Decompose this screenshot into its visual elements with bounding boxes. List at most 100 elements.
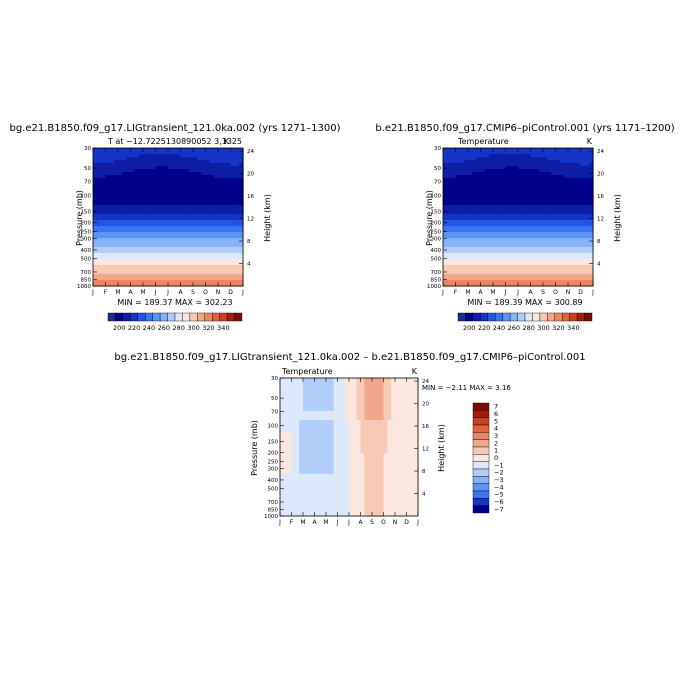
field-cell bbox=[402, 453, 408, 457]
field-cell bbox=[159, 253, 165, 257]
field-cell bbox=[551, 196, 557, 200]
field-cell bbox=[480, 202, 486, 206]
field-cell bbox=[155, 214, 161, 218]
field-cell bbox=[526, 208, 532, 212]
field-cell bbox=[97, 262, 102, 266]
field-cell bbox=[410, 438, 415, 442]
field-cell bbox=[122, 175, 127, 179]
field-cell bbox=[134, 232, 140, 236]
field-cell bbox=[476, 193, 482, 197]
field-cell bbox=[368, 465, 373, 469]
field-cell bbox=[398, 417, 404, 421]
field-cell bbox=[480, 232, 486, 236]
field-cell bbox=[493, 271, 498, 275]
field-cell bbox=[234, 226, 240, 230]
field-cell bbox=[568, 247, 573, 251]
field-cell bbox=[230, 241, 236, 245]
field-cell bbox=[484, 235, 490, 239]
field-cell bbox=[180, 208, 186, 212]
field-cell bbox=[205, 187, 211, 191]
field-cell bbox=[547, 178, 552, 182]
field-cell bbox=[209, 211, 215, 215]
field-cell bbox=[480, 184, 486, 188]
field-cell bbox=[303, 489, 308, 493]
field-cell bbox=[406, 477, 411, 481]
field-cell bbox=[329, 444, 335, 448]
field-cell bbox=[547, 175, 552, 179]
field-cell bbox=[584, 211, 590, 215]
field-cell bbox=[105, 283, 111, 287]
field-cell bbox=[463, 193, 469, 197]
field-cell bbox=[375, 444, 381, 448]
field-cell bbox=[93, 178, 98, 182]
field-cell bbox=[209, 277, 215, 281]
field-cell bbox=[222, 247, 227, 251]
field-cell bbox=[364, 513, 369, 517]
field-cell bbox=[318, 429, 323, 433]
field-cell bbox=[402, 438, 408, 442]
field-cell bbox=[543, 235, 548, 239]
field-cell bbox=[218, 280, 223, 284]
field-cell bbox=[291, 489, 296, 493]
field-cell bbox=[205, 235, 211, 239]
field-cell bbox=[197, 154, 202, 158]
field-cell bbox=[538, 175, 544, 179]
field-cell bbox=[109, 157, 115, 161]
field-cell bbox=[280, 426, 285, 430]
field-cell bbox=[547, 199, 552, 203]
field-cell bbox=[205, 280, 211, 284]
field-cell bbox=[93, 226, 98, 230]
field-cell bbox=[345, 447, 350, 451]
field-cell bbox=[201, 262, 207, 266]
field-cell bbox=[180, 148, 186, 152]
field-cell bbox=[283, 417, 289, 421]
field-cell bbox=[349, 390, 354, 394]
field-cell bbox=[509, 235, 515, 239]
field-cell bbox=[341, 462, 346, 466]
field-cell bbox=[559, 217, 565, 221]
field-cell bbox=[391, 459, 396, 463]
field-cell bbox=[105, 196, 111, 200]
field-cell bbox=[588, 265, 594, 269]
field-cell bbox=[299, 432, 304, 436]
field-cell bbox=[180, 154, 186, 158]
field-cell bbox=[572, 223, 577, 227]
field-cell bbox=[176, 265, 182, 269]
field-cell bbox=[168, 193, 173, 197]
field-cell bbox=[472, 172, 477, 176]
field-cell bbox=[484, 229, 490, 233]
field-cell bbox=[414, 435, 419, 439]
field-cell bbox=[414, 441, 419, 445]
field-cell bbox=[588, 187, 594, 191]
field-cell bbox=[226, 277, 232, 281]
field-cell bbox=[488, 169, 494, 173]
field-cell bbox=[322, 447, 327, 451]
field-cell bbox=[563, 196, 569, 200]
field-cell bbox=[387, 408, 392, 412]
field-cell bbox=[497, 265, 502, 269]
field-cell bbox=[193, 268, 198, 272]
field-cell bbox=[283, 426, 289, 430]
field-cell bbox=[580, 205, 586, 209]
field-cell bbox=[513, 223, 519, 227]
field-cell bbox=[563, 178, 569, 182]
field-cell bbox=[280, 390, 285, 394]
field-cell bbox=[226, 202, 232, 206]
field-cell bbox=[113, 163, 119, 167]
field-cell bbox=[360, 402, 365, 406]
field-cell bbox=[530, 238, 536, 242]
field-cell bbox=[463, 241, 469, 245]
field-cell bbox=[122, 154, 127, 158]
field-cell bbox=[410, 474, 415, 478]
field-cell bbox=[468, 262, 473, 266]
field-cell bbox=[322, 432, 327, 436]
field-cell bbox=[93, 205, 98, 209]
field-cell bbox=[451, 265, 457, 269]
field-cell bbox=[151, 169, 157, 173]
field-cell bbox=[518, 214, 523, 218]
field-cell bbox=[341, 432, 346, 436]
field-cell bbox=[97, 232, 102, 236]
field-cell bbox=[493, 163, 498, 167]
field-cell bbox=[105, 280, 111, 284]
field-cell bbox=[576, 172, 582, 176]
